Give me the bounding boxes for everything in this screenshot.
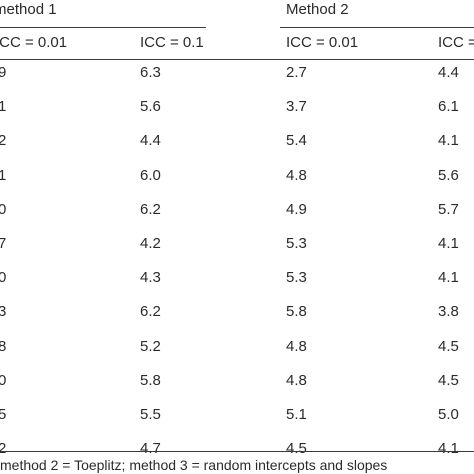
table-cell: 2 [0,440,7,457]
table-cell: 5.6 [140,98,161,115]
table-cell: 4.8 [286,338,307,355]
table-cell: 4.3 [140,269,161,286]
table-cell: 8 [0,338,7,355]
table-cell: 5.7 [438,201,459,218]
table-cell: 4.1 [438,235,459,252]
table-cell: 3 [0,303,7,320]
table-cell: 5.4 [286,132,307,149]
table-cell: 4.5 [438,372,459,389]
table-cell: 4.5 [438,338,459,355]
table-cell: 6.3 [140,64,161,81]
table-cell: 5.5 [140,406,161,423]
column-header-1: ICC = 0.01 [0,34,68,51]
table-cell: 4.2 [140,235,161,252]
column-header-3: ICC = 0.01 [286,34,359,51]
table-cell: 5.3 [286,269,307,286]
table-cell: 5.1 [286,406,307,423]
table-cell: 4.8 [286,167,307,184]
header-rule [0,59,474,60]
table-cell: 2 [0,132,7,149]
table-cell: 4.1 [438,440,459,457]
table-cell: 5.6 [438,167,459,184]
table-cell: 9 [0,64,7,81]
table-cell: 4.9 [286,201,307,218]
table-bottom-rule [0,451,474,452]
group-header-method-2: Method 2 [286,1,349,18]
table-cell: 5.0 [438,406,459,423]
group-rule-method-1 [0,27,206,28]
group-header-method-1: method 1 [0,1,57,18]
table-cell: 7 [0,235,7,252]
table-cell: 4.1 [438,269,459,286]
table-cell: 6.2 [140,201,161,218]
table-cell: 5 [0,406,7,423]
column-header-4: ICC = 0.1 [438,34,474,51]
table-cell: 0 [0,372,7,389]
table-cell: 5.3 [286,235,307,252]
column-header-2: ICC = 0.1 [140,34,204,51]
table-cell: 0 [0,201,7,218]
group-rule-method-2 [280,27,474,28]
table-cell: 4.7 [140,440,161,457]
table-cell: 6.0 [140,167,161,184]
table-cell: 6.2 [140,303,161,320]
table-cell: 3.7 [286,98,307,115]
table-cell: 4.4 [438,64,459,81]
table-cell: 0 [0,269,7,286]
table-cell: 1 [0,167,7,184]
table-cell: 5.8 [286,303,307,320]
table-cell: 1 [0,98,7,115]
table-cell: 5.2 [140,338,161,355]
table-cell: 6.1 [438,98,459,115]
table-cell: 4.4 [140,132,161,149]
table-footnote: method 2 = Toeplitz; method 3 = random i… [0,457,388,473]
table-cell: 2.7 [286,64,307,81]
table-cell: 4.8 [286,372,307,389]
table-cell: 4.1 [438,132,459,149]
table-cell: 5.8 [140,372,161,389]
table-cell: 3.8 [438,303,459,320]
table-cell: 4.5 [286,440,307,457]
